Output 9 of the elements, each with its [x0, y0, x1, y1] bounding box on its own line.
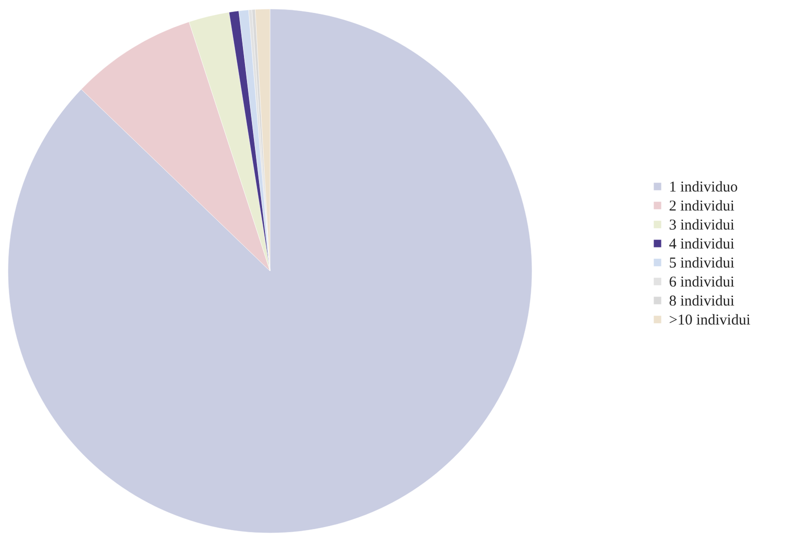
legend-label: 2 individui [669, 198, 734, 214]
legend-label: 8 individui [669, 294, 734, 310]
pie-slice [8, 8, 532, 533]
legend-label: 4 individui [669, 236, 734, 252]
legend-label: 3 individui [669, 218, 734, 234]
legend-label: 6 individui [669, 274, 734, 290]
legend-label: >10 individui [669, 312, 750, 328]
legend-label: 1 individuo [669, 180, 738, 196]
legend-label: 5 individui [669, 256, 734, 272]
